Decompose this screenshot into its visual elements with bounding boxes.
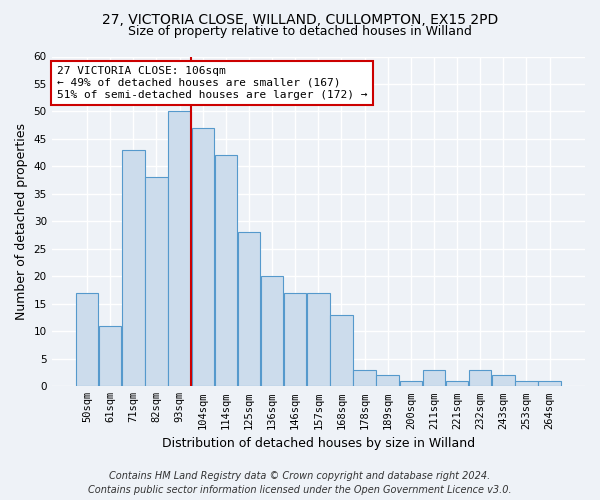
Bar [261, 276, 283, 386]
Bar [122, 150, 145, 386]
Text: 27 VICTORIA CLOSE: 106sqm
← 49% of detached houses are smaller (167)
51% of semi: 27 VICTORIA CLOSE: 106sqm ← 49% of detac… [57, 66, 367, 100]
Y-axis label: Number of detached properties: Number of detached properties [15, 123, 28, 320]
Bar [492, 376, 515, 386]
Text: Contains HM Land Registry data © Crown copyright and database right 2024.
Contai: Contains HM Land Registry data © Crown c… [88, 471, 512, 495]
Bar [353, 370, 376, 386]
Bar [515, 381, 538, 386]
Bar [191, 128, 214, 386]
Text: Size of property relative to detached houses in Willand: Size of property relative to detached ho… [128, 25, 472, 38]
Bar [376, 376, 399, 386]
Bar [145, 178, 167, 386]
Bar [169, 112, 191, 386]
Bar [307, 293, 329, 386]
X-axis label: Distribution of detached houses by size in Willand: Distribution of detached houses by size … [162, 437, 475, 450]
Bar [330, 315, 353, 386]
Bar [538, 381, 561, 386]
Bar [238, 232, 260, 386]
Bar [99, 326, 121, 386]
Bar [423, 370, 445, 386]
Text: 27, VICTORIA CLOSE, WILLAND, CULLOMPTON, EX15 2PD: 27, VICTORIA CLOSE, WILLAND, CULLOMPTON,… [102, 12, 498, 26]
Bar [469, 370, 491, 386]
Bar [284, 293, 307, 386]
Bar [400, 381, 422, 386]
Bar [446, 381, 468, 386]
Bar [215, 156, 237, 386]
Bar [76, 293, 98, 386]
